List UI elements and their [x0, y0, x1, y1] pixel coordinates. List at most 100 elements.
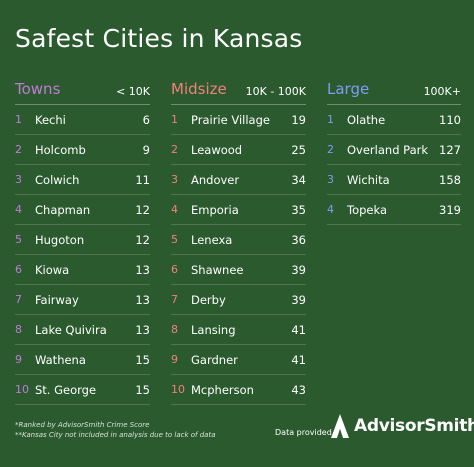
city-name: Holcomb [35, 142, 86, 157]
ranking-list: 1 Kechi 6 2 Holcomb 9 3 Colwich 11 4 Chapman 12 5 Hug… [15, 105, 150, 405]
crime-score: 15 [135, 352, 150, 367]
column-name: Large [327, 80, 370, 98]
city-name: Lake Quivira [35, 322, 107, 337]
city-name: Colwich [35, 172, 80, 187]
crime-score: 25 [291, 142, 306, 157]
column-header: Large 100K+ [327, 80, 461, 105]
rank-number: 1 [171, 113, 178, 126]
rank-number: 4 [171, 203, 178, 216]
crime-score: 6 [142, 112, 150, 127]
column-range: 100K+ [423, 85, 461, 98]
rank-number: 1 [327, 113, 334, 126]
crime-score: 127 [439, 142, 461, 157]
list-item: 10 Mcpherson 43 [171, 375, 306, 405]
rank-number: 5 [171, 233, 178, 246]
column-towns: Towns < 10K 1 Kechi 6 2 Holcomb 9 3 Colwich 11 4 C… [15, 80, 150, 405]
rank-number: 10 [171, 383, 185, 396]
crime-score: 36 [291, 232, 306, 247]
crime-score: 41 [291, 352, 306, 367]
rank-number: 2 [171, 143, 178, 156]
city-name: St. George [35, 382, 97, 397]
list-item: 2 Overland Park 127 [327, 135, 461, 165]
crime-score: 34 [291, 172, 306, 187]
footnote: **Kansas City not included in analysis d… [15, 431, 216, 439]
city-name: Fairway [35, 292, 79, 307]
list-item: 9 Gardner 41 [171, 345, 306, 375]
city-name: Andover [191, 172, 240, 187]
rank-number: 4 [15, 203, 22, 216]
rank-number: 8 [171, 323, 178, 336]
rank-number: 2 [15, 143, 22, 156]
crime-score: 41 [291, 322, 306, 337]
list-item: 1 Kechi 6 [15, 105, 150, 135]
page-title: Safest Cities in Kansas [15, 24, 303, 53]
city-name: Overland Park [347, 142, 428, 157]
ranking-list: 1 Prairie Village 19 2 Leawood 25 3 Andover 34 4 E… [171, 105, 306, 405]
rank-number: 9 [15, 353, 22, 366]
list-item: 1 Prairie Village 19 [171, 105, 306, 135]
list-item: 4 Emporia 35 [171, 195, 306, 225]
list-item: 5 Lenexa 36 [171, 225, 306, 255]
crime-score: 158 [439, 172, 461, 187]
list-item: 3 Wichita 158 [327, 165, 461, 195]
city-name: Gardner [191, 352, 238, 367]
crime-score: 9 [142, 142, 150, 157]
crime-score: 13 [135, 292, 150, 307]
brand-logo: AdvisorSmith [330, 413, 474, 439]
rank-number: 3 [327, 173, 334, 186]
column-range: 10K - 100K [245, 85, 306, 98]
rank-number: 5 [15, 233, 22, 246]
rank-number: 6 [171, 263, 178, 276]
list-item: 6 Shawnee 39 [171, 255, 306, 285]
crime-score: 12 [135, 202, 150, 217]
city-name: Leawood [191, 142, 243, 157]
rank-number: 6 [15, 263, 22, 276]
city-name: Topeka [347, 202, 387, 217]
list-item: 2 Leawood 25 [171, 135, 306, 165]
list-item: 3 Andover 34 [171, 165, 306, 195]
rank-number: 8 [15, 323, 22, 336]
column-range: < 10K [116, 85, 150, 98]
city-name: Kechi [35, 112, 66, 127]
rank-number: 4 [327, 203, 334, 216]
list-item: 3 Colwich 11 [15, 165, 150, 195]
column-header: Midsize 10K - 100K [171, 80, 306, 105]
column-midsize: Midsize 10K - 100K 1 Prairie Village 19 2 Le… [171, 80, 306, 405]
rank-number: 7 [171, 293, 178, 306]
list-item: 2 Holcomb 9 [15, 135, 150, 165]
crime-score: 39 [291, 292, 306, 307]
city-name: Chapman [35, 202, 91, 217]
rank-number: 7 [15, 293, 22, 306]
crime-score: 11 [135, 172, 150, 187]
list-item: 5 Hugoton 12 [15, 225, 150, 255]
list-item: 7 Derby 39 [171, 285, 306, 315]
crime-score: 13 [135, 322, 150, 337]
rank-number: 10 [15, 383, 29, 396]
crime-score: 319 [439, 202, 461, 217]
column-large: Large 100K+ 1 Olathe 110 2 Overland Park 127 3… [327, 80, 461, 225]
list-item: 9 Wathena 15 [15, 345, 150, 375]
crime-score: 15 [135, 382, 150, 397]
list-item: 4 Topeka 319 [327, 195, 461, 225]
brand-name: AdvisorSmith [354, 416, 474, 436]
column-name: Towns [15, 80, 61, 98]
column-name: Midsize [171, 80, 227, 98]
crime-score: 19 [291, 112, 306, 127]
column-header: Towns < 10K [15, 80, 150, 105]
city-name: Olathe [347, 112, 386, 127]
data-credit: Data provided by [275, 428, 345, 437]
crime-score: 35 [291, 202, 306, 217]
list-item: 6 Kiowa 13 [15, 255, 150, 285]
list-item: 4 Chapman 12 [15, 195, 150, 225]
list-item: 8 Lake Quivira 13 [15, 315, 150, 345]
city-name: Wichita [347, 172, 390, 187]
city-name: Emporia [191, 202, 239, 217]
city-name: Wathena [35, 352, 86, 367]
ranking-list: 1 Olathe 110 2 Overland Park 127 3 Wichita 158 4 T… [327, 105, 461, 225]
rank-number: 3 [15, 173, 22, 186]
rank-number: 9 [171, 353, 178, 366]
rank-number: 2 [327, 143, 334, 156]
city-name: Kiowa [35, 262, 70, 277]
list-item: 1 Olathe 110 [327, 105, 461, 135]
city-name: Mcpherson [191, 382, 254, 397]
